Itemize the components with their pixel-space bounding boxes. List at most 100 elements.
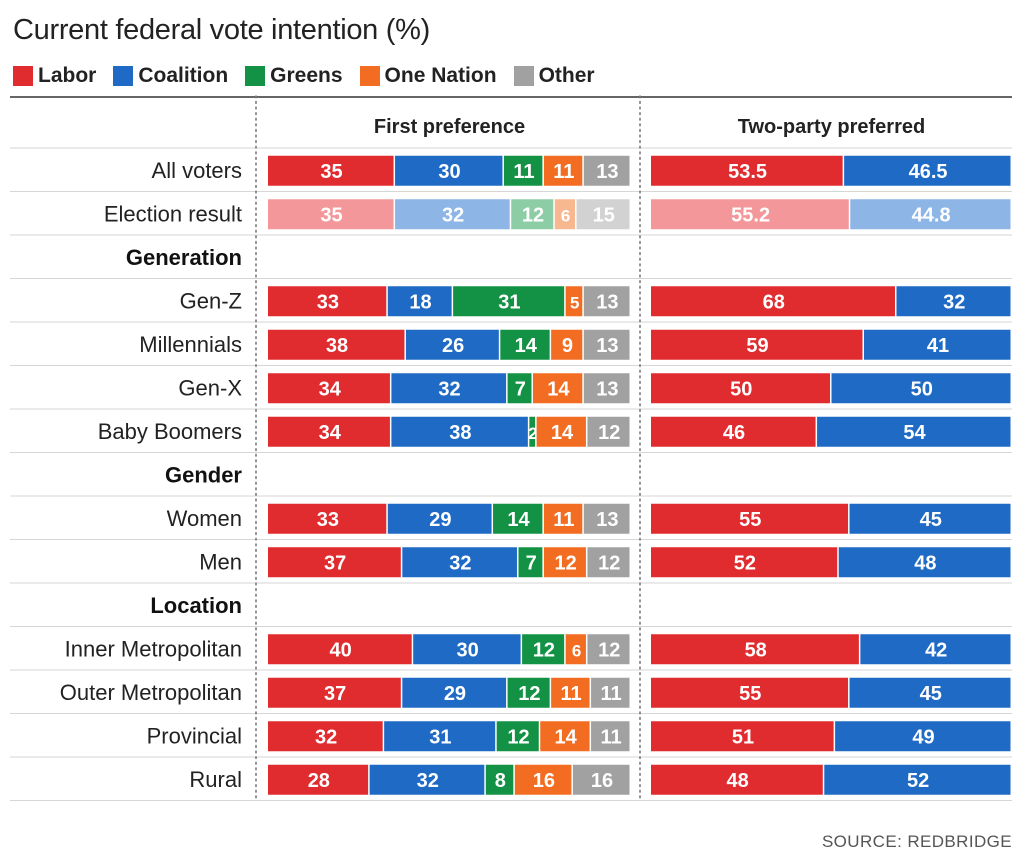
row-label-gen-z: Gen-Z [180, 288, 242, 313]
tpp-bar-rural-labor [651, 764, 823, 795]
first-bar-rural-greens [485, 764, 514, 795]
tpp-bar-millennials-coalition [863, 329, 1011, 360]
first-bar-all-voters-labor [268, 155, 394, 186]
tpp-bar-gen-x-labor [651, 373, 830, 404]
first-label-men-other: 12 [598, 552, 620, 574]
legend-item-coalition: Coalition [113, 64, 228, 88]
first-bar-baby-boomers-coalition [391, 416, 528, 447]
first-label-provincial-one-nation: 14 [555, 726, 578, 748]
first-label-inner-metropolitan-one-nation: 6 [572, 641, 581, 660]
legend-label-labor: Labor [38, 64, 97, 87]
legend-swatch-greens [245, 66, 266, 86]
first-bar-men-one-nation [543, 547, 586, 578]
first-bar-women-coalition [387, 503, 492, 534]
first-label-millennials-labor: 38 [326, 335, 348, 357]
first-label-baby-boomers-labor: 34 [319, 422, 342, 444]
first-label-election-result-coalition: 32 [442, 204, 464, 226]
first-bar-millennials-greens [500, 329, 550, 360]
row-label-millennials: Millennials [139, 332, 242, 357]
first-label-women-labor: 33 [317, 509, 339, 531]
first-label-men-one-nation: 12 [555, 552, 577, 574]
tpp-label-rural-coalition: 52 [907, 770, 929, 792]
first-bar-outer-metropolitan-labor [268, 677, 401, 708]
first-label-inner-metropolitan-other: 12 [598, 639, 620, 661]
first-label-rural-coalition: 32 [417, 770, 439, 792]
first-label-outer-metropolitan-other: 11 [600, 683, 621, 705]
first-label-provincial-other: 11 [600, 726, 621, 748]
first-bar-millennials-other [583, 329, 630, 360]
first-bar-men-greens [518, 547, 543, 578]
first-label-baby-boomers-other: 12 [598, 422, 620, 444]
tpp-bar-inner-metropolitan-coalition [860, 634, 1011, 665]
first-label-baby-boomers-one-nation: 14 [551, 422, 574, 444]
first-bar-gen-x-labor [268, 373, 390, 404]
first-label-all-voters-other: 13 [596, 161, 618, 183]
first-label-women-coalition: 29 [429, 509, 451, 531]
row-label-baby-boomers: Baby Boomers [98, 419, 242, 444]
first-label-inner-metropolitan-greens: 12 [533, 639, 555, 661]
tpp-label-women-coalition: 45 [920, 509, 942, 531]
first-label-women-other: 13 [596, 509, 618, 531]
first-bar-election-result-other [576, 199, 630, 230]
first-label-all-voters-one-nation: 11 [553, 161, 574, 183]
first-bar-election-result-greens [511, 199, 554, 230]
tpp-bar-millennials-labor [651, 329, 863, 360]
tpp-label-millennials-labor: 59 [746, 335, 768, 357]
tpp-bar-gen-x-coalition [831, 373, 1011, 404]
row-label-provincial: Provincial [147, 723, 242, 748]
first-label-baby-boomers-greens: 2 [528, 424, 537, 443]
tpp-bar-all-voters-coalition [844, 155, 1011, 186]
tpp-label-gen-z-coalition: 32 [943, 291, 965, 313]
tpp-bar-men-coalition [838, 547, 1011, 578]
tpp-bar-outer-metropolitan-coalition [849, 677, 1011, 708]
chart-title: Current federal vote intention (%) [13, 14, 430, 46]
tpp-bar-all-voters-labor [651, 155, 843, 186]
legend-label-greens: Greens [270, 64, 343, 87]
first-bar-outer-metropolitan-other [591, 677, 630, 708]
first-bar-millennials-coalition [405, 329, 499, 360]
tpp-bar-women-coalition [849, 503, 1011, 534]
legend-swatch-coalition [113, 66, 134, 86]
tpp-label-inner-metropolitan-labor: 58 [745, 639, 767, 661]
source-note: SOURCE: REDBRIDGE [821, 832, 1012, 851]
first-bar-all-voters-coalition [395, 155, 503, 186]
legend-swatch-labor [13, 66, 33, 86]
first-label-men-greens: 7 [526, 552, 537, 574]
first-label-outer-metropolitan-one-nation: 11 [561, 683, 582, 705]
first-label-outer-metropolitan-coalition: 29 [444, 683, 466, 705]
first-label-gen-z-one-nation: 5 [570, 293, 579, 312]
tpp-bar-outer-metropolitan-labor [651, 677, 849, 708]
panel-title-first-preference: First preference [374, 116, 525, 138]
first-bar-gen-z-one-nation [565, 286, 583, 317]
first-bar-gen-x-coalition [391, 373, 507, 404]
first-label-women-greens: 14 [507, 509, 530, 531]
first-bar-election-result-one-nation [554, 199, 576, 230]
group-header-gender: Gender [165, 462, 242, 487]
first-bar-outer-metropolitan-one-nation [551, 677, 590, 708]
first-label-gen-x-greens: 7 [515, 378, 526, 400]
first-bar-women-labor [268, 503, 387, 534]
first-label-outer-metropolitan-greens: 12 [518, 683, 540, 705]
first-bar-gen-x-one-nation [532, 373, 583, 404]
first-bar-all-voters-other [583, 155, 630, 186]
row-label-inner-metropolitan: Inner Metropolitan [65, 636, 242, 661]
first-label-gen-x-other: 13 [596, 378, 618, 400]
first-label-gen-x-one-nation: 14 [547, 378, 570, 400]
first-label-outer-metropolitan-labor: 37 [324, 683, 346, 705]
first-label-rural-greens: 8 [495, 770, 506, 792]
tpp-bar-gen-z-labor [651, 286, 895, 317]
first-label-rural-one-nation: 16 [533, 770, 555, 792]
tpp-label-rural-labor: 48 [727, 770, 749, 792]
first-bar-gen-z-greens [453, 286, 565, 317]
first-bar-provincial-one-nation [540, 721, 590, 752]
tpp-label-baby-boomers-labor: 46 [723, 422, 745, 444]
first-bar-inner-metropolitan-other [587, 634, 630, 665]
first-label-all-voters-coalition: 30 [438, 161, 460, 183]
first-bar-men-labor [268, 547, 401, 578]
tpp-label-millennials-coalition: 41 [927, 335, 949, 357]
first-bar-gen-z-coalition [387, 286, 452, 317]
legend-item-greens: Greens [245, 64, 343, 88]
legend-label-other: Other [538, 64, 595, 87]
tpp-label-election-result-labor: 55.2 [731, 204, 770, 226]
